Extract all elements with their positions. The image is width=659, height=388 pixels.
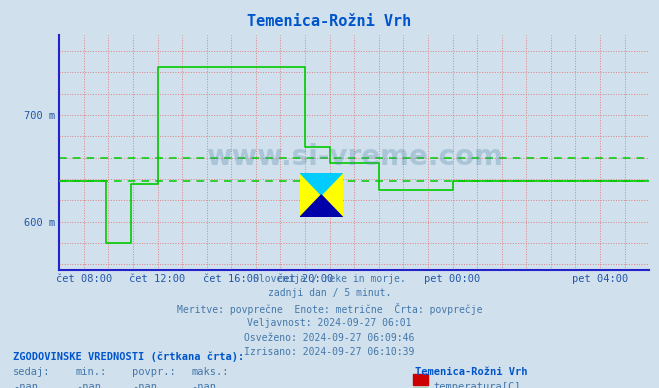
Text: maks.:: maks.:	[191, 367, 229, 378]
Text: -nan: -nan	[13, 382, 38, 388]
Text: -nan: -nan	[191, 382, 216, 388]
Text: Slovenija / reke in morje.: Slovenija / reke in morje.	[253, 274, 406, 284]
Text: min.:: min.:	[76, 367, 107, 378]
Text: zadnji dan / 5 minut.: zadnji dan / 5 minut.	[268, 288, 391, 298]
Text: Meritve: povprečne  Enote: metrične  Črta: povprečje: Meritve: povprečne Enote: metrične Črta:…	[177, 303, 482, 315]
Text: -nan: -nan	[132, 382, 157, 388]
Text: temperatura[C]: temperatura[C]	[434, 382, 521, 388]
Polygon shape	[300, 195, 343, 217]
Text: povpr.:: povpr.:	[132, 367, 175, 378]
Text: Temenica-Rožni Vrh: Temenica-Rožni Vrh	[247, 14, 412, 29]
Text: -nan: -nan	[76, 382, 101, 388]
Text: Temenica-Rožni Vrh: Temenica-Rožni Vrh	[415, 367, 528, 378]
Text: Veljavnost: 2024-09-27 06:01: Veljavnost: 2024-09-27 06:01	[247, 318, 412, 328]
Text: www.si-vreme.com: www.si-vreme.com	[206, 143, 503, 171]
Text: ZGODOVINSKE VREDNOSTI (črtkana črta):: ZGODOVINSKE VREDNOSTI (črtkana črta):	[13, 351, 244, 362]
Text: Osveženo: 2024-09-27 06:09:46: Osveženo: 2024-09-27 06:09:46	[244, 333, 415, 343]
Polygon shape	[300, 173, 343, 195]
Text: Izrisano: 2024-09-27 06:10:39: Izrisano: 2024-09-27 06:10:39	[244, 347, 415, 357]
Text: sedaj:: sedaj:	[13, 367, 51, 378]
